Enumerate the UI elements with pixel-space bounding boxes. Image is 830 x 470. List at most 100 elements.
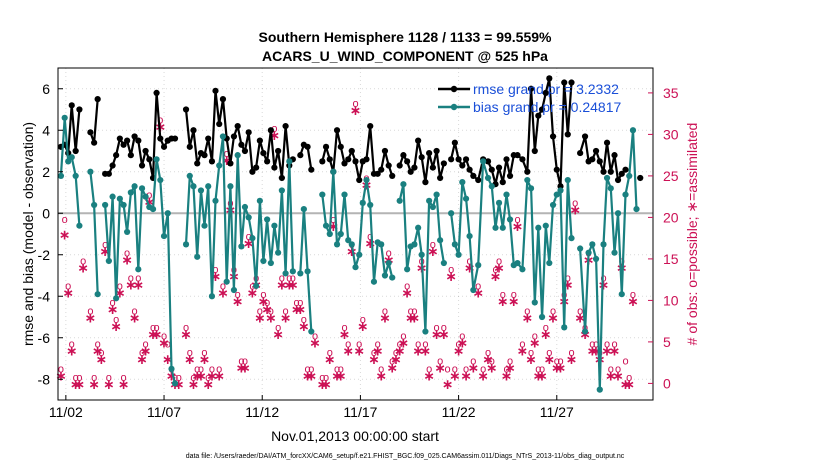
obs-assimilated-marker: ∗ <box>508 294 520 310</box>
obs-possible-marker: o <box>572 198 578 210</box>
point-bias <box>348 241 355 248</box>
point-bias <box>168 365 175 372</box>
obs-possible-marker: o <box>615 364 621 376</box>
obs-assimilated-marker: ∗ <box>339 327 351 343</box>
point-bias <box>470 286 477 294</box>
point-bias <box>492 224 499 231</box>
obs-possible-marker: o <box>630 289 636 301</box>
right-tick-label: 15 <box>663 251 679 267</box>
obs-possible-marker: o <box>183 322 189 334</box>
point-rmse <box>135 137 142 144</box>
obs-possible-marker: o <box>485 347 491 359</box>
point-bias <box>102 201 109 209</box>
obs-possible-marker: o <box>489 355 495 367</box>
obs-assimilated-marker: ∗ <box>372 344 384 360</box>
obs-assimilated-marker: ∗ <box>346 244 358 260</box>
point-bias <box>149 206 157 213</box>
obs-possible-marker: o <box>161 330 167 342</box>
obs-assimilated-marker: ∗ <box>472 286 484 302</box>
point-rmse <box>87 129 94 136</box>
point-rmse <box>484 158 492 165</box>
obs-assimilated-marker: ∗ <box>239 360 251 376</box>
point-bias <box>212 197 219 204</box>
point-bias <box>585 249 592 256</box>
obs-possible-marker: o <box>275 322 281 334</box>
point-rmse <box>131 133 138 140</box>
obs-assimilated-marker: ∗ <box>236 360 248 376</box>
point-bias <box>289 268 296 275</box>
obs-assimilated-marker: ∗ <box>151 327 163 343</box>
obs-assimilated-marker: ∗ <box>566 352 578 368</box>
x-tick-label: 11/12 <box>245 404 279 420</box>
point-bias <box>109 193 116 200</box>
right-tick-label: 35 <box>663 85 679 101</box>
obs-possible-marker: o <box>319 372 325 384</box>
point-bias <box>546 259 553 267</box>
point-rmse <box>581 133 589 140</box>
point-rmse <box>506 172 514 179</box>
obs-possible-marker: o <box>246 231 252 243</box>
point-rmse <box>603 139 611 146</box>
point-rmse <box>470 172 477 179</box>
obs-possible-marker: o <box>514 214 520 226</box>
point-rmse <box>278 174 285 182</box>
point-rmse <box>297 152 304 159</box>
obs-possible-marker: o <box>519 339 525 351</box>
point-bias <box>356 251 363 258</box>
point-rmse <box>190 127 197 134</box>
obs-possible-marker: o <box>212 264 218 276</box>
obs-possible-marker: o <box>106 372 112 384</box>
point-rmse <box>348 147 355 155</box>
point-bias <box>503 191 510 198</box>
point-bias <box>282 270 289 277</box>
point-rmse <box>345 156 352 163</box>
obs-possible-marker: o <box>220 281 226 293</box>
obs-assimilated-marker: ∗ <box>536 369 548 385</box>
obs-possible-marker: o <box>87 306 93 318</box>
plot-frame <box>57 67 654 401</box>
point-bias <box>385 259 392 267</box>
point-bias <box>190 183 197 190</box>
obs-assimilated-marker: ∗ <box>107 302 119 318</box>
obs-possible-marker: o <box>150 322 156 334</box>
y-tick-label: -8 <box>38 371 51 387</box>
point-bias <box>61 114 68 121</box>
point-bias <box>542 222 549 229</box>
point-bias <box>113 295 120 302</box>
obs-possible-marker: o <box>286 272 292 284</box>
point-rmse <box>611 152 618 159</box>
obs-possible-marker: o <box>117 281 123 293</box>
obs-possible-marker: o <box>619 256 625 268</box>
point-rmse <box>374 170 381 177</box>
point-rmse <box>356 176 363 184</box>
point-bias <box>267 259 274 267</box>
obs-assimilated-marker: ∗ <box>547 311 559 327</box>
obs-assimilated-marker: ∗ <box>276 277 288 293</box>
point-bias <box>499 224 506 231</box>
obs-possible-marker: o <box>434 322 440 334</box>
point-rmse <box>153 89 160 96</box>
point-bias <box>475 262 482 269</box>
obs-assimilated-marker: ∗ <box>350 103 362 119</box>
obs-possible-marker: o <box>528 347 534 359</box>
obs-possible-marker: o <box>539 364 545 376</box>
obs-assimilated-marker: ∗ <box>324 352 336 368</box>
obs-possible-marker: o <box>375 339 381 351</box>
obs-assimilated-marker: ∗ <box>609 344 621 360</box>
obs-assimilated-marker: ∗ <box>302 369 314 385</box>
point-bias <box>592 255 600 262</box>
obs-possible-marker: o <box>456 339 462 351</box>
point-rmse <box>308 166 315 173</box>
obs-possible-marker: o <box>622 355 628 367</box>
point-rmse <box>503 156 510 163</box>
point-rmse <box>91 139 98 146</box>
point-bias <box>451 241 458 248</box>
point-rmse <box>466 166 473 173</box>
point-rmse <box>337 143 344 150</box>
obs-assimilated-marker: ∗ <box>386 360 398 376</box>
obs-assimilated-marker: ∗ <box>445 269 457 285</box>
obs-assimilated-marker: ∗ <box>92 344 104 360</box>
legend-rmse-marker <box>450 85 458 93</box>
obs-possible-marker: o <box>371 347 377 359</box>
point-rmse <box>411 164 418 171</box>
